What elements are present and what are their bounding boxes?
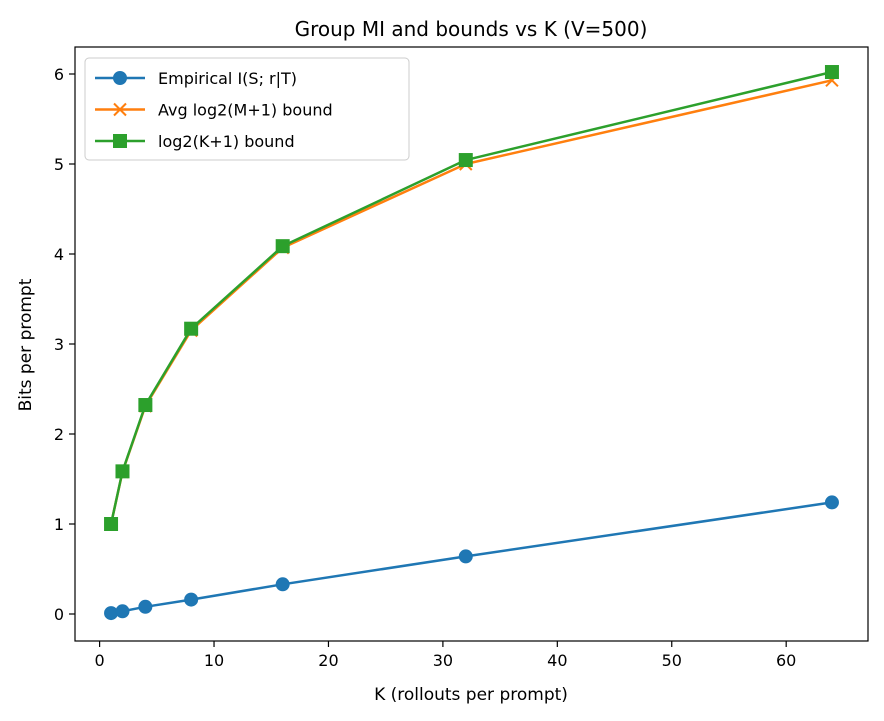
series-3-point: [104, 517, 119, 531]
series-1-point: [115, 604, 130, 619]
series-3-point: [275, 239, 290, 254]
y-tick-label: 2: [54, 425, 64, 444]
plot-area: 0 10 20 30 40 50 60 0 1 2 3 4 5 6: [54, 46, 869, 670]
series-1-point: [824, 495, 839, 510]
series-3-point: [824, 65, 839, 80]
series-1-point: [275, 577, 290, 592]
x-tick-label: 20: [318, 651, 338, 670]
series-3-point: [458, 153, 473, 168]
x-tick-label: 10: [204, 651, 224, 670]
series-1-point: [458, 549, 473, 564]
legend-marker-3: [113, 134, 127, 148]
legend-label-1: Empirical I(S; r|T): [158, 69, 297, 88]
series-1-point: [104, 606, 119, 621]
legend-label-3: log2(K+1) bound: [158, 132, 295, 151]
x-tick-label: 0: [95, 651, 105, 670]
y-axis-label: Bits per prompt: [16, 278, 36, 411]
series-3-point: [115, 464, 130, 479]
y-tick-label: 1: [54, 515, 64, 534]
series-3-point: [138, 398, 153, 413]
y-tick-label: 4: [54, 245, 64, 264]
series-1-point: [184, 592, 199, 607]
series-1-point: [138, 599, 153, 614]
y-tick-label: 5: [54, 155, 64, 174]
legend-marker-1: [113, 71, 127, 85]
legend-box: [84, 57, 410, 161]
x-tick-label: 40: [547, 651, 567, 670]
y-tick-label: 3: [54, 335, 64, 354]
x-tick-label: 30: [433, 651, 453, 670]
x-axis-label: K (rollouts per prompt): [374, 685, 568, 705]
legend-marker-2: [113, 102, 127, 117]
x-tick-label: 50: [662, 651, 682, 670]
series-3-point: [184, 321, 199, 336]
y-tick-label: 6: [54, 65, 64, 84]
legend: Empirical I(S; r|T) Avg log2(M+1) bound lo…: [84, 57, 410, 161]
axes-frame: [74, 46, 869, 642]
legend-label-2: Avg log2(M+1) bound: [158, 101, 333, 120]
y-tick-label: 0: [54, 605, 64, 624]
x-tick-label: 60: [776, 651, 796, 670]
chart-title: Group MI and bounds vs K (V=500): [295, 17, 648, 41]
